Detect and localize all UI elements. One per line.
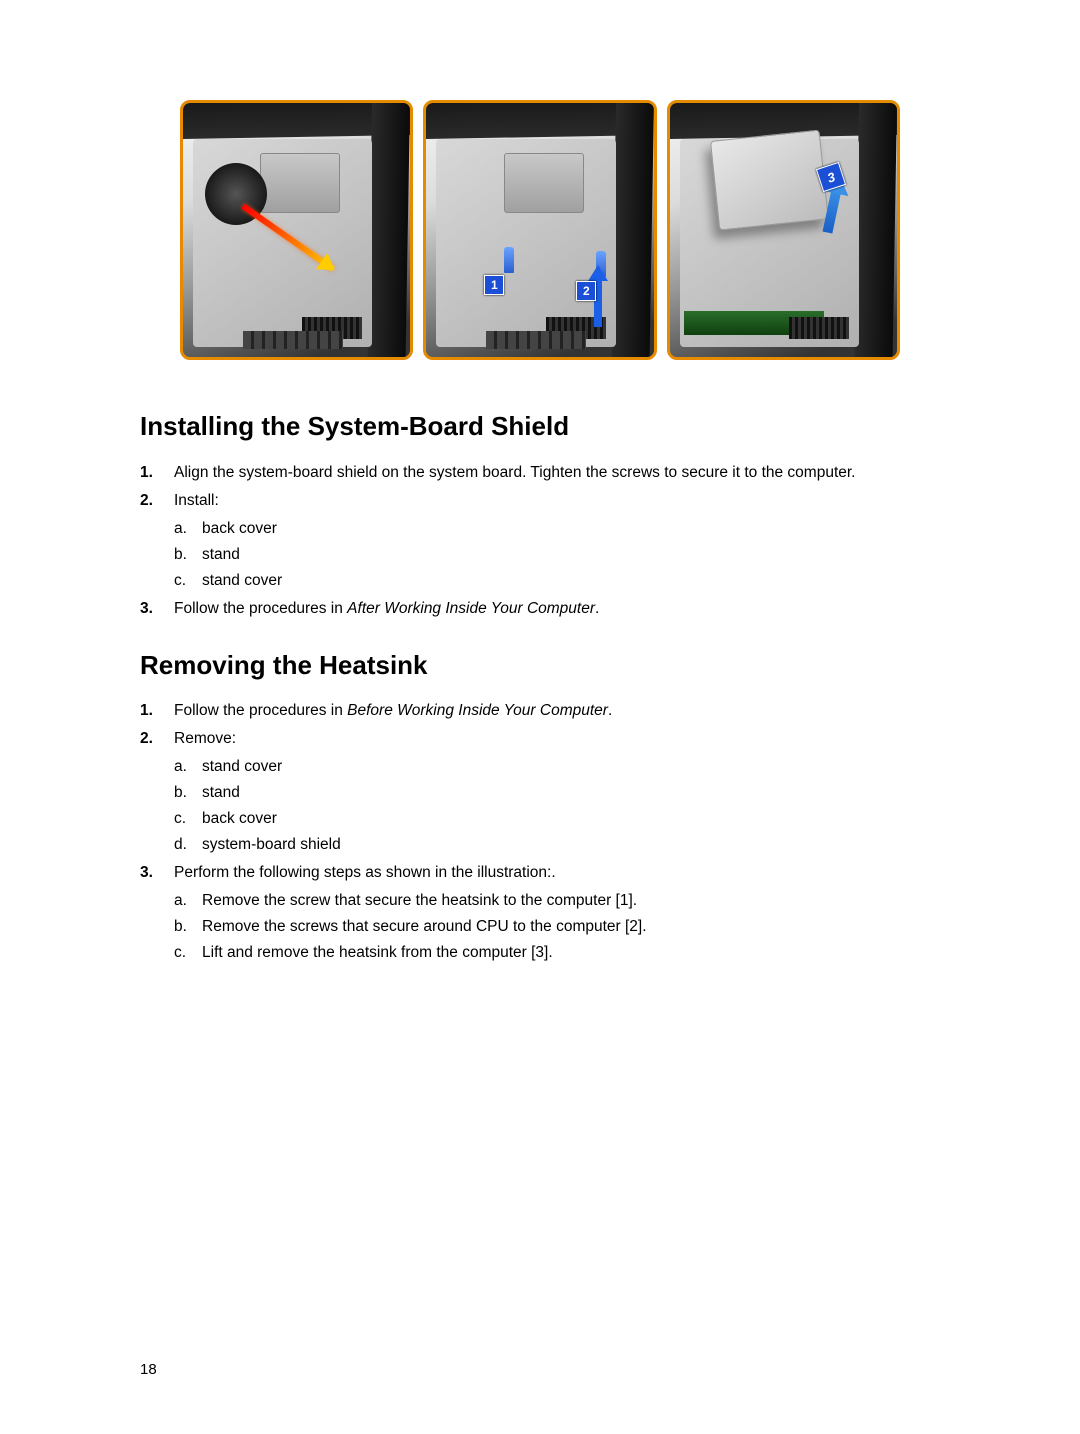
step-text-suffix: .: [608, 702, 612, 719]
page-number: 18: [140, 1361, 157, 1378]
install-substeps: back cover stand stand cover: [174, 517, 940, 593]
step-item: Follow the procedures in Before Working …: [140, 699, 940, 723]
remove-substeps: stand cover stand back cover system-boar…: [174, 755, 940, 857]
substep-item: Remove the screw that secure the heatsin…: [174, 889, 940, 913]
lifted-shield-icon: [710, 130, 829, 231]
substep-item: back cover: [174, 517, 940, 541]
substep-item: stand cover: [174, 755, 940, 779]
step-text-italic: After Working Inside Your Computer: [347, 600, 595, 617]
remove-heatsink-steps: Follow the procedures in Before Working …: [140, 699, 940, 965]
illustration-substeps: Remove the screw that secure the heatsin…: [174, 889, 940, 965]
substep-item: stand cover: [174, 569, 940, 593]
substep-item: system-board shield: [174, 833, 940, 857]
section-heading-remove-heatsink: Removing the Heatsink: [140, 649, 940, 682]
step-text: Remove:: [174, 730, 236, 747]
illustration-panel-3: 3: [667, 100, 900, 360]
illustration-panel-1: [180, 100, 413, 360]
step-text-italic: Before Working Inside Your Computer: [347, 702, 608, 719]
step-text-prefix: Follow the procedures in: [174, 702, 347, 719]
substep-item: Lift and remove the heatsink from the co…: [174, 941, 940, 965]
step-text-suffix: .: [595, 600, 599, 617]
step-text: Install:: [174, 492, 219, 509]
step-text-prefix: Follow the procedures in: [174, 600, 347, 617]
callout-badge-2: 2: [576, 281, 596, 301]
step-item: Align the system-board shield on the sys…: [140, 461, 940, 485]
substep-item: stand: [174, 543, 940, 567]
illustration-panel-2: 1 2: [423, 100, 656, 360]
substep-item: back cover: [174, 807, 940, 831]
step-item: Follow the procedures in After Working I…: [140, 597, 940, 621]
step-item: Remove: stand cover stand back cover sys…: [140, 727, 940, 857]
step-text: Perform the following steps as shown in …: [174, 864, 556, 881]
substep-item: Remove the screws that secure around CPU…: [174, 915, 940, 939]
step-item: Install: back cover stand stand cover: [140, 489, 940, 593]
install-shield-steps: Align the system-board shield on the sys…: [140, 461, 940, 621]
substep-item: stand: [174, 781, 940, 805]
section-heading-install-shield: Installing the System-Board Shield: [140, 410, 940, 443]
illustration-figure: 1 2 3: [180, 100, 900, 360]
screw-icon: [504, 247, 514, 273]
step-item: Perform the following steps as shown in …: [140, 861, 940, 965]
callout-badge-1: 1: [484, 275, 504, 295]
